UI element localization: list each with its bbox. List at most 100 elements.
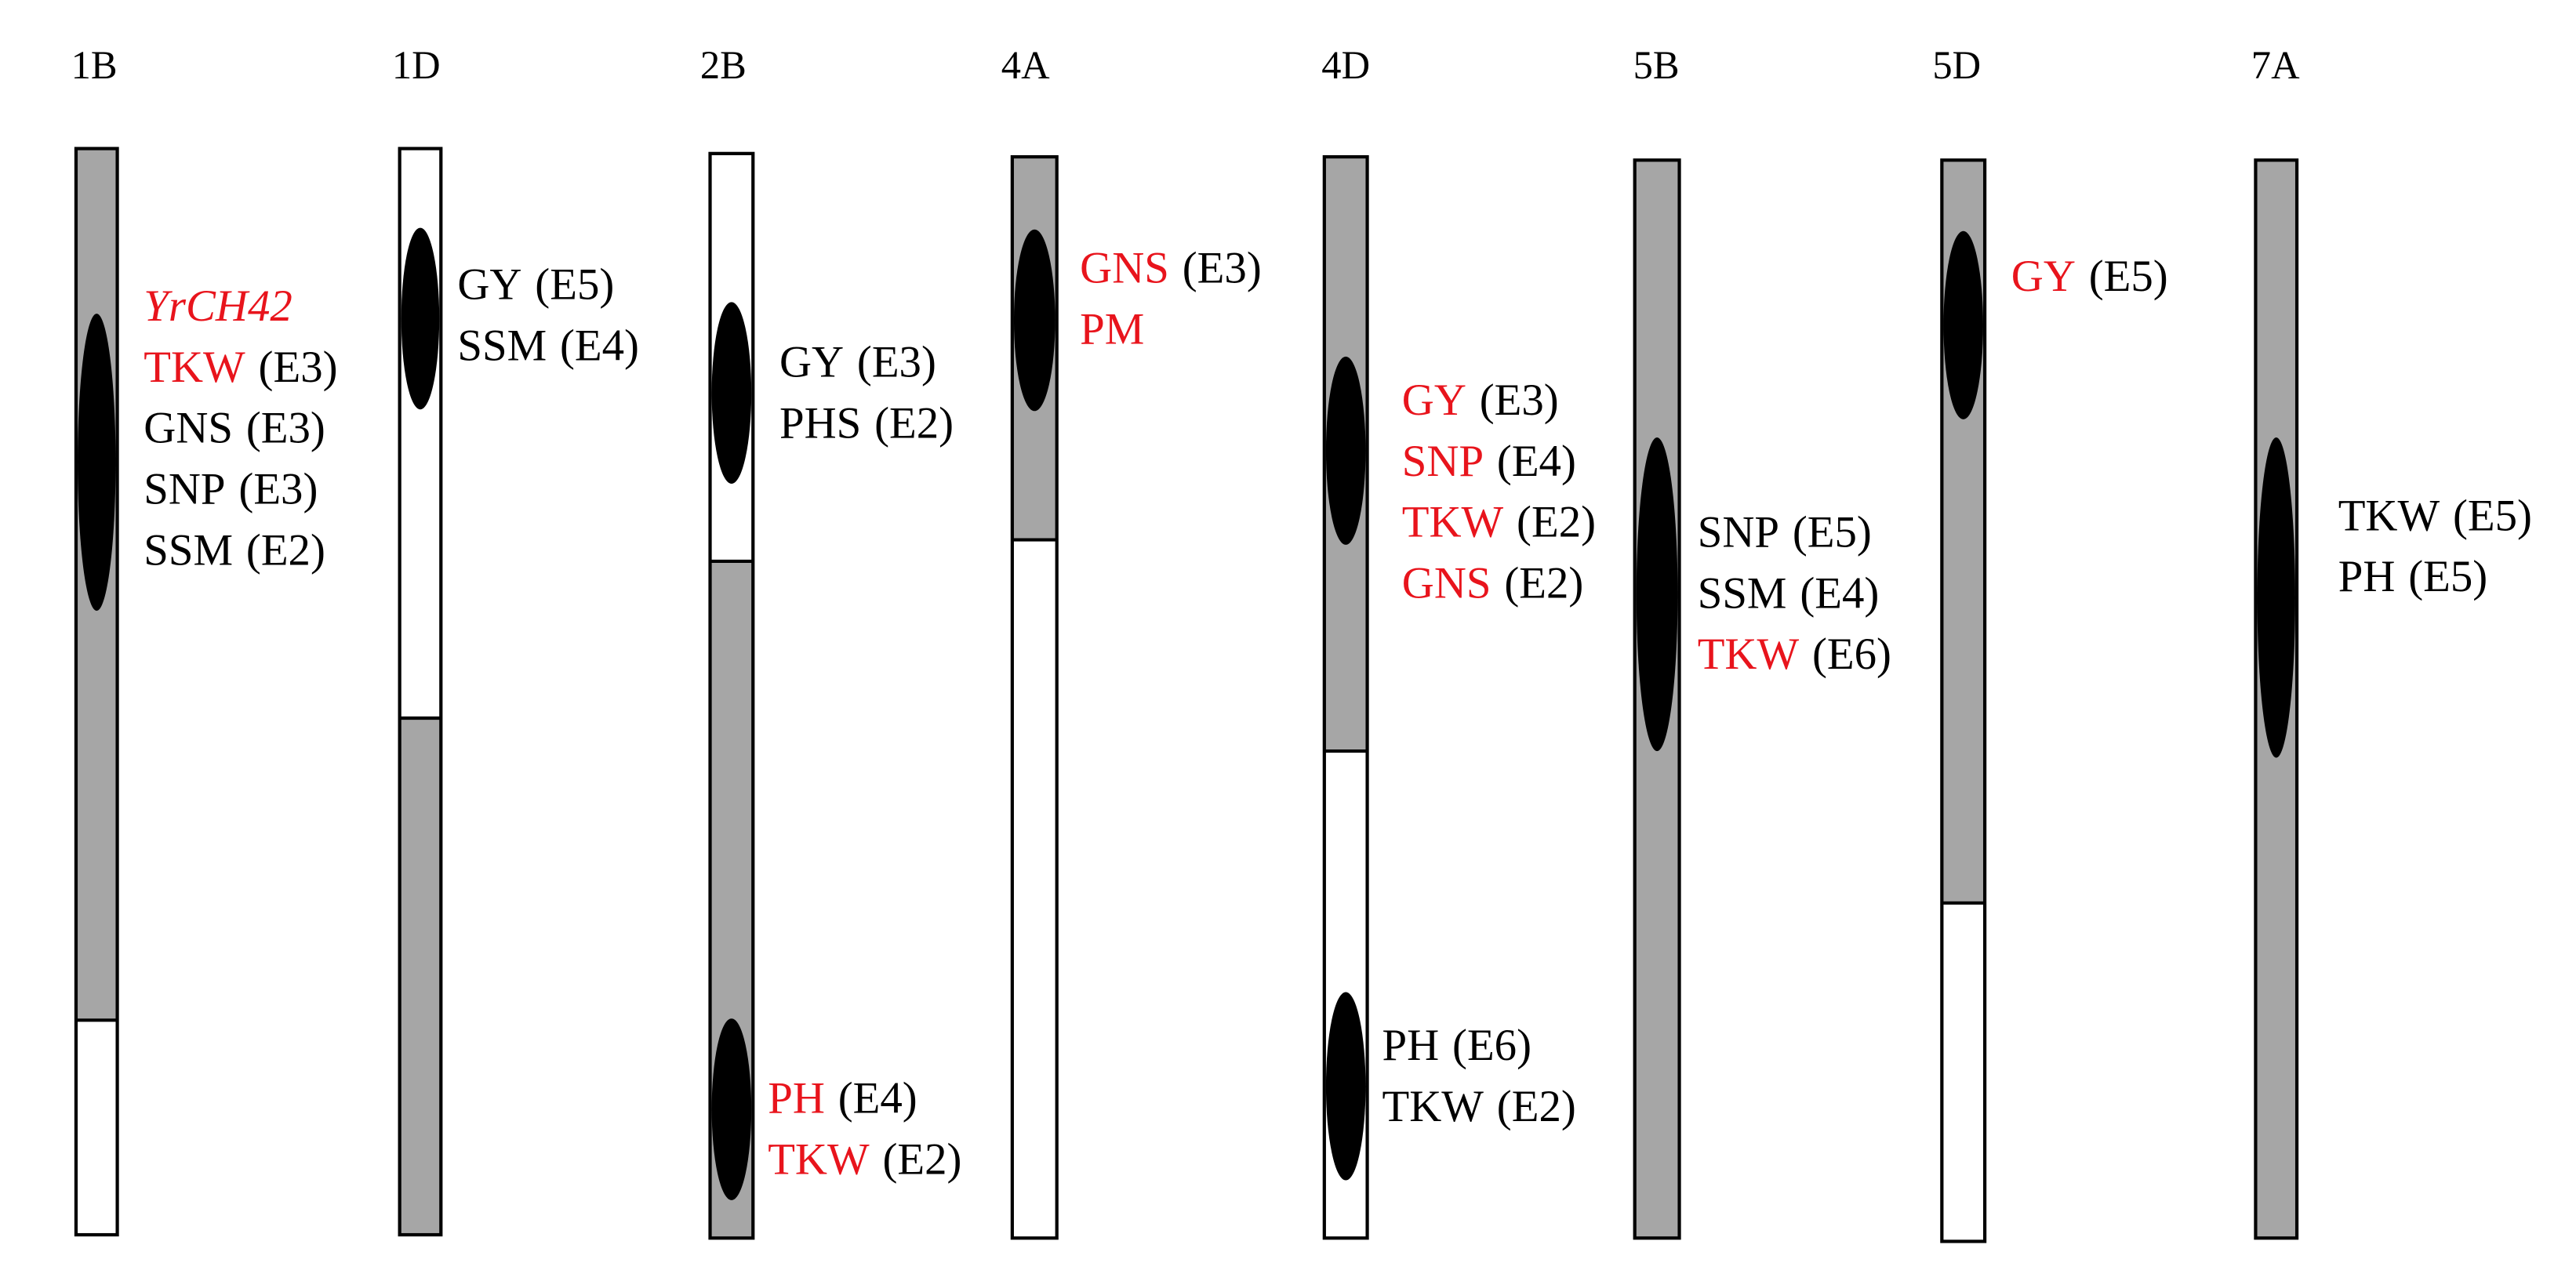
chromosome-name: 5B [1633,43,1680,87]
trait: SNP [144,465,225,514]
trait: GY [1402,376,1466,425]
environment: (E5) [2453,491,2532,540]
trait: PM [1080,304,1144,354]
environment: (E5) [1793,507,1872,557]
chromosome: 4A GNS (E3) PM [1001,43,1262,1240]
chromosome-outline [708,151,755,1240]
chromosome-name: 2B [700,43,747,87]
trait: SNP [1402,437,1484,486]
environment: (E3) [259,343,338,392]
chromosome-name: 7A [2251,43,2300,87]
qtl-label: GNS (E3) [1080,243,1262,292]
qtl-region [1325,992,1366,1181]
trait: SSM [144,526,233,575]
trait: GY [2011,252,2076,301]
qtl-label: TKW (E5) [2338,491,2532,540]
trait: PH [2338,552,2396,601]
trait: TKW [2338,491,2440,540]
trait: PH [768,1074,825,1123]
qtl-region [711,302,752,484]
chromosome-outline [1322,154,1369,1240]
chromosome-outline [1633,158,1681,1240]
qtl-region [78,314,116,611]
qtl-label: GNS (E2) [1402,559,1584,608]
trait: YrCH42 [144,281,292,331]
qtl-label: PH (E4) [768,1074,917,1123]
qtl-label: TKW (E2) [1382,1082,1576,1131]
environment: (E2) [882,1135,961,1185]
chromosome-outline [1010,154,1059,1240]
trait: PHS [779,398,861,448]
qtl-label: TKW (E2) [768,1135,961,1185]
environment: (E6) [1812,630,1891,679]
environment: (E3) [1183,243,1262,292]
trait: SSM [1698,568,1787,618]
qtl-region [1636,437,1678,752]
chromosome-name: 1B [71,43,118,87]
chromosome-name: 1D [392,43,441,87]
qtl-region [401,227,440,410]
chromosome-outline [398,147,443,1237]
qtl-label: SSM (E2) [144,526,325,575]
trait: GY [457,260,521,310]
chromosome-outline [2254,158,2299,1240]
qtl-label: PM [1080,304,1144,354]
environment: (E3) [1480,376,1559,425]
environment: (E4) [838,1074,917,1123]
qtl-label: PH (E5) [2338,552,2488,601]
trait: TKW [1402,498,1504,547]
environment: (E3) [246,404,325,453]
chromosome-segment [399,717,441,1236]
qtl-label: SSM (E4) [457,321,639,370]
qtl-label: PHS (E2) [779,398,954,448]
chromosome-name: 4D [1321,43,1370,87]
qtl-label: SSM (E4) [1698,568,1880,618]
trait: TKW [768,1135,870,1185]
environment: (E2) [1517,498,1596,547]
environment: (E5) [2089,252,2168,301]
chromosome-name: 4A [1001,43,1050,87]
environment: (E2) [1504,559,1583,608]
trait: GNS [144,404,233,453]
qtl-label: TKW (E6) [1698,630,1891,679]
qtl-label: SNP (E5) [1698,507,1872,557]
environment: (E2) [874,398,954,448]
environment: (E4) [1800,568,1879,618]
environment: (E6) [1452,1021,1531,1070]
qtl-label: SNP (E3) [144,465,318,514]
qtl-label: SNP (E4) [1402,437,1576,486]
qtl-region [1325,356,1366,545]
qtl-label: TKW (E2) [1402,498,1596,547]
trait: GNS [1402,559,1491,608]
qtl-label: GNS (E3) [144,404,325,453]
environment: (E5) [535,260,614,310]
environment: (E4) [560,321,639,370]
qtl-region [2257,437,2295,758]
qtl-region [711,1018,752,1200]
qtl-label: YrCH42 [144,281,292,331]
chromosome-outline [1940,158,1987,1243]
trait: GY [779,338,844,387]
environment: (E3) [238,465,318,514]
chromosome: 1D GY (E5) SSM (E4) [392,43,639,1237]
chromosome-name: 5D [1932,43,1981,87]
qtl-label: GY (E3) [1402,376,1559,425]
trait: TKW [1698,630,1800,679]
trait: GNS [1080,243,1169,292]
environment: (E4) [1497,437,1576,486]
environment: (E5) [2408,552,2487,601]
qtl-label: TKW (E3) [144,343,337,392]
qtl-region [1013,229,1055,412]
environment: (E3) [857,338,936,387]
trait: PH [1382,1021,1440,1070]
environment: (E2) [246,526,325,575]
qtl-label: GY (E3) [779,338,936,387]
chromosome-outline [74,147,119,1237]
chromosome: 5D GY (E5) [1932,43,2168,1243]
trait: SNP [1698,507,1779,557]
